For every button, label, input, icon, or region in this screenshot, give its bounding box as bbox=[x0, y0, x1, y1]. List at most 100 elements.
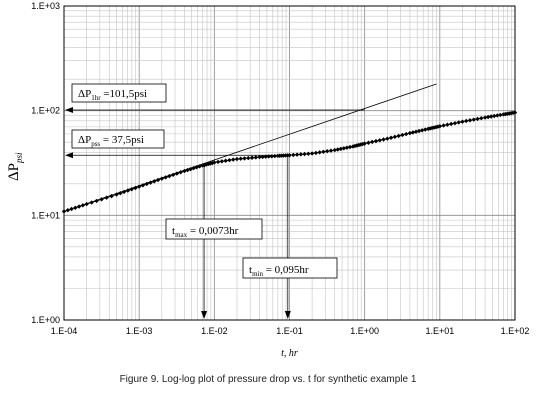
data-point-marker bbox=[152, 179, 157, 184]
data-point-marker bbox=[328, 148, 334, 153]
data-point-marker bbox=[377, 138, 382, 143]
data-point-marker bbox=[416, 128, 422, 134]
data-point-marker bbox=[61, 209, 67, 214]
data-point-marker bbox=[178, 170, 183, 175]
annotation-tmax-box bbox=[165, 218, 263, 240]
annotation-tmin-box bbox=[242, 257, 338, 279]
data-point-marker bbox=[510, 110, 516, 116]
data-point-marker bbox=[381, 137, 386, 142]
annotation-dp1hr-sub: 1hr bbox=[91, 94, 101, 102]
data-point-marker bbox=[298, 152, 304, 157]
data-point-marker bbox=[492, 113, 497, 119]
data-point-marker bbox=[388, 135, 394, 140]
data-point-marker bbox=[99, 197, 104, 202]
data-point-marker bbox=[370, 139, 375, 145]
data-point-marker bbox=[495, 113, 500, 118]
y-tick-label: 1.E+03 bbox=[31, 1, 60, 11]
x-axis-label: t, hr bbox=[281, 348, 298, 359]
data-point-marker bbox=[148, 180, 153, 185]
data-point-marker bbox=[433, 124, 439, 130]
data-point-marker bbox=[335, 147, 340, 152]
data-point-marker bbox=[76, 204, 82, 209]
data-point-marker bbox=[223, 158, 228, 163]
annotation-tmax-text: tmax = 0,0073hr bbox=[172, 225, 239, 239]
data-point-marker bbox=[109, 193, 114, 199]
annotation-tmax-base: t bbox=[172, 225, 175, 237]
data-point-marker bbox=[332, 147, 337, 153]
data-point-marker bbox=[121, 189, 127, 195]
x-tick-label: 1.E+00 bbox=[350, 326, 379, 336]
data-point-marker bbox=[448, 121, 454, 127]
data-point-marker bbox=[347, 144, 353, 150]
data-point-marker bbox=[392, 134, 398, 140]
data-point-marker bbox=[482, 115, 488, 120]
data-point-marker bbox=[104, 195, 109, 200]
x-tick-label: 1.E-01 bbox=[276, 326, 303, 336]
data-point-marker bbox=[129, 187, 134, 192]
data-point-marker bbox=[422, 127, 428, 132]
tmin-arrow-head bbox=[284, 311, 291, 319]
data-point-marker bbox=[506, 111, 512, 116]
data-point-marker bbox=[133, 185, 138, 191]
data-point-marker bbox=[325, 149, 330, 154]
data-point-marker bbox=[471, 117, 476, 122]
x-tick-label: 1.E-02 bbox=[201, 326, 228, 336]
data-point-marker bbox=[73, 205, 78, 210]
data-point-marker bbox=[84, 201, 89, 207]
data-point-marker bbox=[294, 152, 300, 157]
data-point-marker bbox=[114, 192, 119, 197]
data-point-marker bbox=[413, 129, 419, 134]
data-point-marker bbox=[475, 116, 480, 122]
annotation-dp1hr-text: ΔP1hr =101,5psi bbox=[78, 88, 147, 102]
data-point-marker bbox=[167, 173, 172, 179]
data-point-marker bbox=[508, 110, 514, 116]
data-point-marker bbox=[479, 116, 484, 121]
y-axis-label: ΔPpsi bbox=[6, 152, 24, 181]
data-point-marker bbox=[419, 128, 425, 133]
data-point-marker bbox=[215, 159, 221, 165]
x-tick-label: 1.E-03 bbox=[126, 326, 153, 336]
data-markers bbox=[61, 110, 518, 214]
y-axis-label-base: ΔP bbox=[6, 163, 22, 181]
annotation-dp1hr-value: =101,5psi bbox=[101, 88, 148, 100]
data-point-marker bbox=[512, 110, 518, 115]
data-point-marker bbox=[338, 146, 344, 152]
data-point-marker bbox=[89, 200, 94, 205]
annotation-tmax-sub: max bbox=[175, 231, 188, 239]
data-point-marker bbox=[313, 150, 319, 156]
x-tick-label: 1.E+01 bbox=[425, 326, 454, 336]
annotation-tmin-value: = 0,095hr bbox=[263, 264, 309, 276]
annotation-tmin: tmin = 0,095hr bbox=[242, 257, 338, 279]
data-point-marker bbox=[144, 181, 149, 187]
data-point-marker bbox=[456, 120, 461, 125]
annotation-tmin-base: t bbox=[249, 264, 252, 276]
data-point-marker bbox=[197, 164, 202, 169]
data-point-marker bbox=[212, 160, 217, 165]
annotation-dppss-text: ΔPpss = 37,5psi bbox=[78, 134, 144, 148]
data-point-marker bbox=[65, 207, 70, 213]
data-point-marker bbox=[467, 118, 473, 123]
y-tick-label: 1.E+00 bbox=[31, 315, 60, 325]
annotation-tmax: tmax = 0,0073hr bbox=[165, 218, 263, 240]
data-point-marker bbox=[159, 176, 164, 181]
data-point-marker bbox=[227, 157, 232, 163]
data-point-marker bbox=[410, 130, 416, 135]
annotation-dp1hr-box bbox=[71, 83, 167, 103]
dppss-arrow-head bbox=[65, 152, 73, 159]
data-point-marker bbox=[291, 152, 296, 158]
data-point-marker bbox=[464, 118, 469, 124]
y-tick-labels: 1.E+00 1.E+01 1.E+02 1.E+03 bbox=[31, 1, 60, 325]
data-point-marker bbox=[373, 138, 379, 144]
annotation-dppss: ΔPpss = 37,5psi bbox=[71, 129, 165, 149]
data-point-marker bbox=[452, 120, 458, 126]
data-point-marker bbox=[403, 131, 409, 137]
data-point-marker bbox=[396, 133, 401, 139]
data-point-marker bbox=[302, 151, 307, 157]
data-point-marker bbox=[125, 188, 131, 193]
straight-line-fit bbox=[63, 83, 437, 212]
data-point-marker bbox=[238, 156, 243, 161]
data-point-marker bbox=[260, 154, 265, 160]
annotation-dppss-box bbox=[71, 129, 165, 149]
